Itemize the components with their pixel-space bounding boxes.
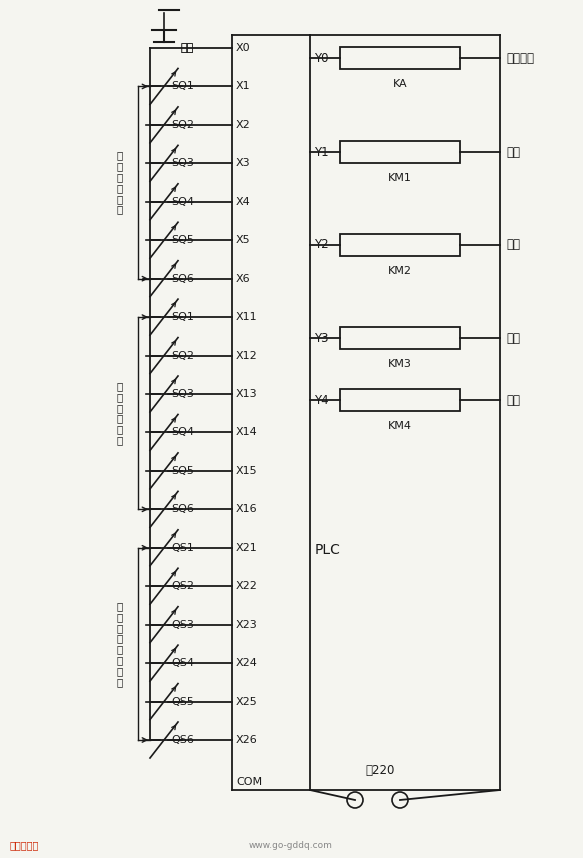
Text: KM3: KM3 [388,359,412,369]
Text: X12: X12 [236,351,258,360]
Text: Y3: Y3 [314,331,328,345]
Text: SQ1: SQ1 [171,82,194,92]
Text: X14: X14 [236,427,258,438]
Text: SQ1: SQ1 [171,312,194,322]
Text: X21: X21 [236,543,258,553]
Text: SQ6: SQ6 [171,274,194,284]
Text: SQ6: SQ6 [171,505,194,514]
Text: QS4: QS4 [171,658,194,668]
Text: 车
库
在
位
限
位
开
关: 车 库 在 位 限 位 开 关 [117,601,123,686]
Text: 关门: 关门 [506,394,520,407]
Text: QS6: QS6 [171,735,194,745]
Text: SQ3: SQ3 [171,389,194,399]
Text: COM: COM [236,777,262,787]
Text: QS1: QS1 [171,543,194,553]
Text: SQ4: SQ4 [171,427,194,438]
Text: SQ5: SQ5 [171,235,194,245]
Bar [340,141,460,163]
Text: PLC: PLC [315,543,341,557]
Text: X24: X24 [236,658,258,668]
Text: 钥
匙
左
柠
取
车: 钥 匙 左 柠 取 车 [117,381,123,445]
Text: 启动: 启动 [181,43,194,53]
Text: 广电电器网: 广电电器网 [10,840,40,850]
Text: X11: X11 [236,312,258,322]
Text: 启动: 启动 [181,43,194,53]
Text: X16: X16 [236,505,258,514]
Text: X13: X13 [236,389,258,399]
Text: X4: X4 [236,196,251,207]
Text: SQ2: SQ2 [171,120,194,130]
Text: X25: X25 [236,697,258,706]
Bar [340,47,460,69]
Text: X1: X1 [236,82,251,92]
Text: QS2: QS2 [171,581,194,591]
Text: X23: X23 [236,619,258,630]
Text: QS5: QS5 [171,697,194,706]
Text: ～220: ～220 [366,764,395,776]
Text: X3: X3 [236,159,251,168]
Text: X6: X6 [236,274,251,284]
Text: Y2: Y2 [314,239,329,251]
Text: SQ5: SQ5 [171,466,194,476]
Text: KM1: KM1 [388,173,412,183]
Text: Y0: Y0 [314,51,328,64]
Text: X22: X22 [236,581,258,591]
Text: X26: X26 [236,735,258,745]
Text: 开门: 开门 [506,331,520,345]
Text: Y1: Y1 [314,146,329,159]
Bar [340,327,460,349]
Text: 反转: 反转 [506,239,520,251]
Text: QS3: QS3 [171,619,194,630]
Text: 钥
匙
右
柠
取
车: 钥 匙 右 柠 取 车 [117,150,123,214]
Text: X5: X5 [236,235,251,245]
Text: SQ3: SQ3 [171,159,194,168]
Text: SQ4: SQ4 [171,196,194,207]
Bar [340,389,460,411]
Bar [340,234,460,256]
Text: X2: X2 [236,120,251,130]
Text: 正转: 正转 [506,146,520,159]
Text: www.go-gddq.com: www.go-gddq.com [249,841,333,849]
Text: KM2: KM2 [388,266,412,276]
Text: 电磁抱闸: 电磁抱闸 [506,51,534,64]
Text: X15: X15 [236,466,258,476]
Text: KA: KA [393,79,408,89]
Text: SQ2: SQ2 [171,351,194,360]
Text: Y4: Y4 [314,394,329,407]
Text: X0: X0 [236,43,251,53]
Text: KM4: KM4 [388,421,412,431]
